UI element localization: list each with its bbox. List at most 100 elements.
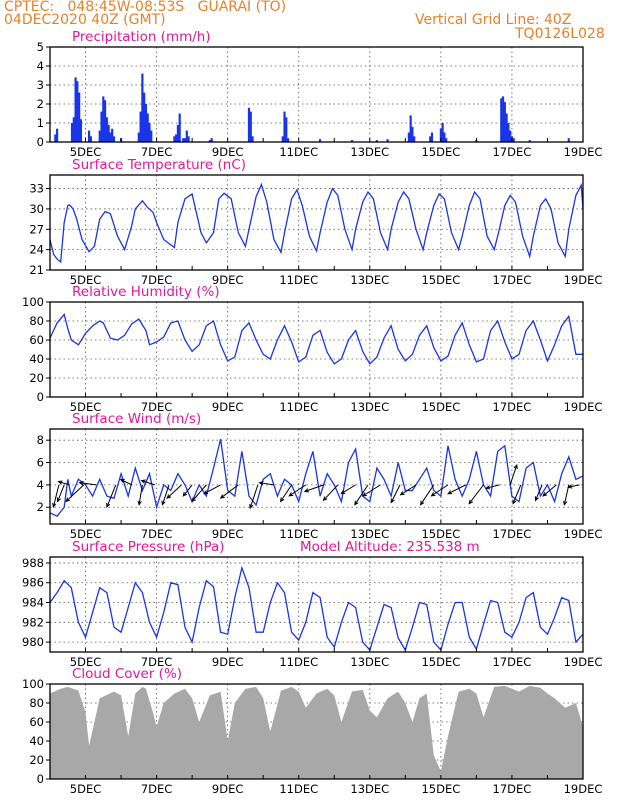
- panel-1-bar: [429, 136, 432, 142]
- panel-1-xtick-label: 5DEC: [70, 145, 101, 159]
- panel-1-bar: [89, 136, 92, 142]
- panel-4-wind-arrow: [563, 484, 570, 505]
- panel-1-bar: [411, 126, 414, 142]
- panel-5-xtick-label: 7DEC: [141, 655, 172, 669]
- panel-4-wind-arrow: [509, 464, 518, 486]
- panel-4-wind-arrowhead: [390, 498, 395, 504]
- panel-4-wind-arrowhead: [161, 500, 166, 506]
- panel-6-xtick-label: 15DEC: [421, 782, 460, 796]
- panel-1-bar: [407, 132, 410, 142]
- panel-1-bar: [505, 113, 508, 142]
- panel-1-bar: [386, 139, 389, 142]
- panel-4-wind-arrowhead: [512, 499, 517, 505]
- panel-5-xtick-label: 15DEC: [421, 655, 460, 669]
- panel-1-bar: [148, 123, 151, 142]
- panel-1-bar: [56, 128, 59, 142]
- panel-1-bar: [98, 130, 101, 142]
- panel-4-ytick-label: 8: [37, 433, 44, 447]
- panel-3-xtick-label: 17DEC: [493, 400, 532, 414]
- panel-4-wind-arrowhead: [485, 485, 491, 490]
- panel-4-wind-arrowhead: [513, 464, 518, 470]
- panel-6-title: Cloud Cover (%): [72, 666, 182, 682]
- panel-2-xtick-label: 17DEC: [493, 273, 532, 287]
- panel-4-wind-arrow: [58, 481, 70, 486]
- panel-3-xtick-label: 11DEC: [279, 400, 318, 414]
- panel-1-bar: [350, 140, 354, 142]
- panel-4-wind-arrowhead: [219, 494, 225, 499]
- panel-2-series-line: [49, 182, 584, 264]
- panel-1-xtick-label: 15DEC: [421, 145, 460, 159]
- panel-1-bar: [512, 138, 515, 142]
- panel-1-bar: [102, 96, 105, 142]
- panel-4-wind-arrow: [191, 484, 207, 502]
- panel-1-bar: [78, 92, 81, 142]
- panel-1-bar: [185, 130, 188, 142]
- panel-6-frame: [49, 683, 584, 780]
- panel-5-ytick-label: 980: [22, 635, 44, 649]
- panel-2-frame: [49, 174, 584, 271]
- panel-4-wind-arrow: [249, 484, 259, 509]
- panel-4-wind-arrow: [141, 480, 155, 486]
- panel-4-wind-arrow: [280, 484, 293, 502]
- panel-1-bar: [173, 136, 176, 142]
- panel-1-bar: [318, 139, 322, 142]
- panel-6-xtick-label: 13DEC: [350, 782, 389, 796]
- panel-1-frame: [49, 46, 584, 143]
- panel-2-ytick-label: 33: [29, 182, 44, 196]
- panel-1-bar: [112, 136, 116, 142]
- panel-1-ytick-label: 5: [37, 40, 44, 54]
- panel-4-wind-arrowhead: [534, 496, 539, 502]
- panel-4-wind-arrowhead: [399, 491, 405, 496]
- panel-4-wind-arrow: [400, 484, 417, 496]
- panel-1-bar: [70, 123, 74, 142]
- panel-1-bar: [150, 130, 153, 142]
- panel-3-frame: [49, 301, 584, 398]
- panel-6-xtick-label: 11DEC: [279, 782, 318, 796]
- panel-4-wind-arrow: [57, 484, 65, 502]
- panel-6-ytick-label: 20: [29, 753, 44, 767]
- panel-2-xtick-label: 7DEC: [141, 273, 172, 287]
- panel-4-wind-arrow: [568, 484, 580, 488]
- panel-1-bar: [283, 111, 286, 142]
- panel-1-bar: [175, 134, 178, 142]
- panel-1-bar: [111, 128, 114, 142]
- panel-6-ytick-label: 80: [29, 696, 44, 710]
- panel-1-bar: [439, 128, 442, 142]
- panel-6-xtick-label: 7DEC: [141, 782, 172, 796]
- panel-1-bar: [247, 107, 251, 142]
- panel-4-wind-arrowhead: [303, 488, 309, 493]
- panel-6-ytick-label: 40: [29, 734, 44, 748]
- panel-4-wind-arrow: [203, 484, 221, 495]
- panel-1-bar: [103, 100, 107, 142]
- panel-4-wind-arrowhead: [52, 502, 57, 509]
- panel-3-xtick-label: 5DEC: [70, 400, 101, 414]
- panel-4-xtick-label: 5DEC: [70, 527, 101, 541]
- panel-1-xtick-label: 9DEC: [212, 145, 243, 159]
- panel-4-wind-arrow: [166, 484, 182, 499]
- panel-1-bar: [443, 132, 446, 142]
- panel-4-wind-arrow: [182, 484, 193, 497]
- panel-3-title: Relative Humidity (%): [72, 284, 220, 300]
- panel-4-series-line: [49, 438, 584, 518]
- panel-1-bar: [87, 130, 91, 142]
- panel-4-wind-arrow: [431, 484, 449, 497]
- panel-4-wind-arrow: [304, 484, 324, 492]
- panel-1-bar: [441, 123, 444, 142]
- panel-1-xtick-label: 7DEC: [141, 145, 172, 159]
- panel-4-frame: [49, 428, 584, 525]
- panel-5-ytick-label: 986: [22, 576, 44, 590]
- header-station: CPTEC: 048:45W-08:53S GUARAI (TO): [4, 0, 287, 15]
- panel-5-frame: [49, 556, 584, 653]
- panel-2-title: Surface Temperature (nC): [72, 157, 246, 173]
- panel-4-wind-arrow: [447, 484, 466, 495]
- panel-4-wind-arrow: [512, 484, 522, 504]
- panel-4-wind-arrowhead: [567, 484, 573, 489]
- panel-1-bar: [528, 140, 531, 142]
- panel-4-wind-arrowhead: [447, 490, 453, 495]
- panel-1-bar: [286, 138, 290, 142]
- panel-1-title: Precipitation (mm/h): [72, 29, 211, 45]
- panel-4-wind-arrowhead: [542, 491, 548, 497]
- panel-4-xtick-label: 17DEC: [493, 527, 532, 541]
- panel-4-wind-arrowhead: [119, 478, 125, 483]
